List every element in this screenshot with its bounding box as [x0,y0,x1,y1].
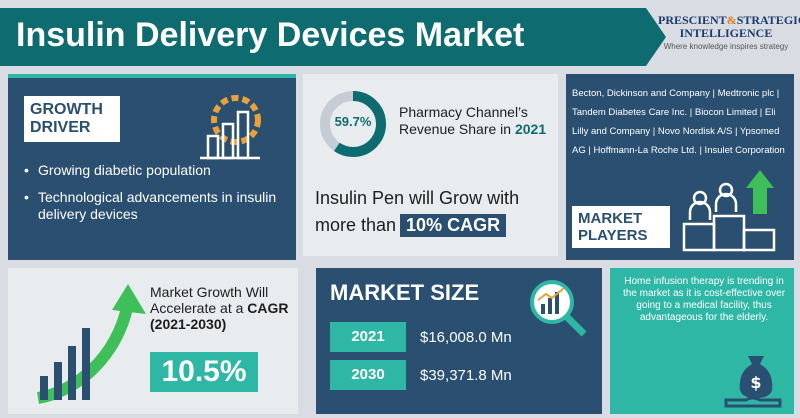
growth-driver-list: Growing diabetic population Technologica… [24,162,286,233]
logo-word-intelligence: INTELLIGENCE [679,26,773,40]
pen-growth-text-a: Insulin Pen will Grow with [315,188,520,208]
home-infusion-text: Home infusion therapy is trending in the… [622,276,786,323]
pen-growth-highlight: 10% CAGR [400,214,507,237]
market-size-amount: $16,008.0 Mn [420,328,512,346]
market-size-row-2021: 2021 $16,008.0 Mn [330,322,512,352]
players-list: Becton, Dickinson and Company | Medtroni… [572,88,785,156]
money-bag-hand-icon: $ [724,356,782,408]
pharmacy-share-panel: 59.7% Pharmacy Channel’s Revenue Share i… [303,74,558,256]
market-players-label: MARKET PLAYERS [572,206,670,248]
title-banner: Insulin Delivery Devices Market [0,8,666,66]
growth-driver-panel: GROWTH DRIVER Growing diabetic populatio… [8,74,296,260]
home-infusion-panel: Home infusion therapy is trending in the… [610,268,794,414]
pharmacy-share-value: 59.7% [334,114,372,129]
pharmacy-share-year: 2021 [514,121,547,137]
cagr-period: CAGR (2021-2030) [150,300,289,332]
magnifier-chart-icon [530,280,587,337]
logo-ampersand: & [726,13,737,27]
rising-bars-arrow-icon [36,284,146,404]
market-size-year: 2030 [330,360,406,390]
growth-driver-label: GROWTH DRIVER [24,96,120,142]
pharmacy-share-text: Pharmacy Channel’s Revenue Share in [399,104,528,137]
donut-chart [320,91,386,157]
logo-word-strategic: STRATEGIC [736,13,800,27]
pen-growth-text-b: more than [315,215,397,235]
page-title: Insulin Delivery Devices Market [16,16,525,54]
market-size-year: 2021 [330,322,406,352]
market-size-panel: MARKET SIZE 2021 $16,008.0 Mn 2030 $39,3… [316,268,602,414]
logo-word-prescient: PRESCIENT [658,13,727,27]
donut-share-arc [320,91,386,157]
gear-bar-chart-icon [200,95,261,160]
market-players-panel: Becton, Dickinson and Company | Medtroni… [566,74,794,260]
podium-people-icon [682,170,776,252]
company-logo: PRESCIENT&STRATEGIC INTELLIGENCE Where k… [658,13,800,52]
market-size-amount: $39,371.8 Mn [420,366,512,384]
list-item: Technological advancements in insulin de… [24,189,286,223]
cagr-text: Market Growth Will Accelerate at a [150,284,269,316]
list-item: Growing diabetic population [24,162,286,179]
logo-tagline: Where knowledge inspires strategy [663,42,789,51]
market-size-row-2030: 2030 $39,371.8 Mn [330,360,512,390]
svg-text:$: $ [750,373,761,392]
cagr-panel: Market Growth Will Accelerate at a CAGR … [8,268,298,414]
market-size-label: MARKET SIZE [330,280,480,305]
cagr-value: 10.5% [150,352,258,392]
